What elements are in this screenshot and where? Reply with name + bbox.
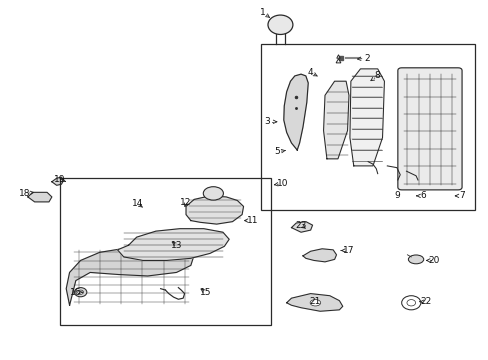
Polygon shape xyxy=(66,246,194,305)
Text: 14: 14 xyxy=(132,199,143,208)
Text: 11: 11 xyxy=(247,216,258,225)
Text: 1: 1 xyxy=(259,8,265,17)
Polygon shape xyxy=(286,294,342,311)
Bar xyxy=(261,44,473,210)
Polygon shape xyxy=(185,196,243,224)
Polygon shape xyxy=(291,222,312,232)
Text: 8: 8 xyxy=(374,71,380,80)
Text: 7: 7 xyxy=(459,192,465,201)
Text: 2: 2 xyxy=(363,54,369,63)
Text: 18: 18 xyxy=(19,189,31,198)
Text: 3: 3 xyxy=(264,117,270,126)
Text: 6: 6 xyxy=(419,192,425,201)
Ellipse shape xyxy=(267,15,292,35)
Text: 23: 23 xyxy=(295,221,306,230)
Text: 10: 10 xyxy=(277,179,288,188)
Text: 4: 4 xyxy=(307,68,313,77)
Text: 9: 9 xyxy=(393,192,399,201)
Polygon shape xyxy=(28,192,52,202)
Text: 15: 15 xyxy=(199,288,210,297)
Text: 12: 12 xyxy=(180,198,191,207)
Polygon shape xyxy=(303,249,336,262)
FancyBboxPatch shape xyxy=(397,68,461,190)
Polygon shape xyxy=(283,74,307,150)
Polygon shape xyxy=(323,81,348,159)
Text: 13: 13 xyxy=(170,241,182,250)
Text: 22: 22 xyxy=(419,297,430,306)
Polygon shape xyxy=(349,69,384,166)
Ellipse shape xyxy=(407,255,423,264)
Text: 17: 17 xyxy=(343,246,354,255)
Text: 21: 21 xyxy=(309,297,321,306)
Text: 19: 19 xyxy=(54,175,65,184)
Ellipse shape xyxy=(203,187,223,200)
Text: 5: 5 xyxy=(274,147,280,156)
Circle shape xyxy=(74,288,87,297)
Text: 20: 20 xyxy=(427,256,439,265)
Bar xyxy=(60,178,270,325)
Ellipse shape xyxy=(309,300,320,306)
Polygon shape xyxy=(52,177,63,185)
Text: 16: 16 xyxy=(70,288,81,297)
Polygon shape xyxy=(117,229,229,260)
Circle shape xyxy=(78,290,83,294)
